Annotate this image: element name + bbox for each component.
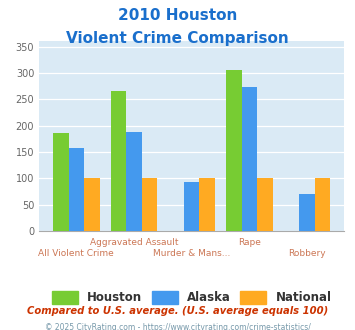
Bar (84, 178, 100, 231)
Text: 2010 Houston: 2010 Houston (118, 8, 237, 23)
Bar (142, 178, 157, 231)
Bar (200, 178, 215, 231)
Bar (69, 148, 84, 231)
Bar (53, 134, 69, 231)
Bar (242, 87, 257, 231)
Text: Aggravated Assault: Aggravated Assault (90, 238, 178, 247)
Text: Violent Crime Comparison: Violent Crime Comparison (66, 31, 289, 46)
Legend: Houston, Alaska, National: Houston, Alaska, National (51, 291, 332, 304)
Text: Murder & Mans...: Murder & Mans... (153, 249, 230, 258)
Bar (226, 70, 242, 231)
Bar (315, 178, 331, 231)
Text: Rape: Rape (238, 238, 261, 247)
Bar (126, 132, 142, 231)
Bar (299, 194, 315, 231)
Bar (184, 182, 200, 231)
Bar (257, 178, 273, 231)
Bar (111, 91, 126, 231)
Text: © 2025 CityRating.com - https://www.cityrating.com/crime-statistics/: © 2025 CityRating.com - https://www.city… (45, 323, 310, 330)
Text: All Violent Crime: All Violent Crime (38, 249, 114, 258)
Text: Compared to U.S. average. (U.S. average equals 100): Compared to U.S. average. (U.S. average … (27, 306, 328, 316)
Text: Robbery: Robbery (288, 249, 326, 258)
